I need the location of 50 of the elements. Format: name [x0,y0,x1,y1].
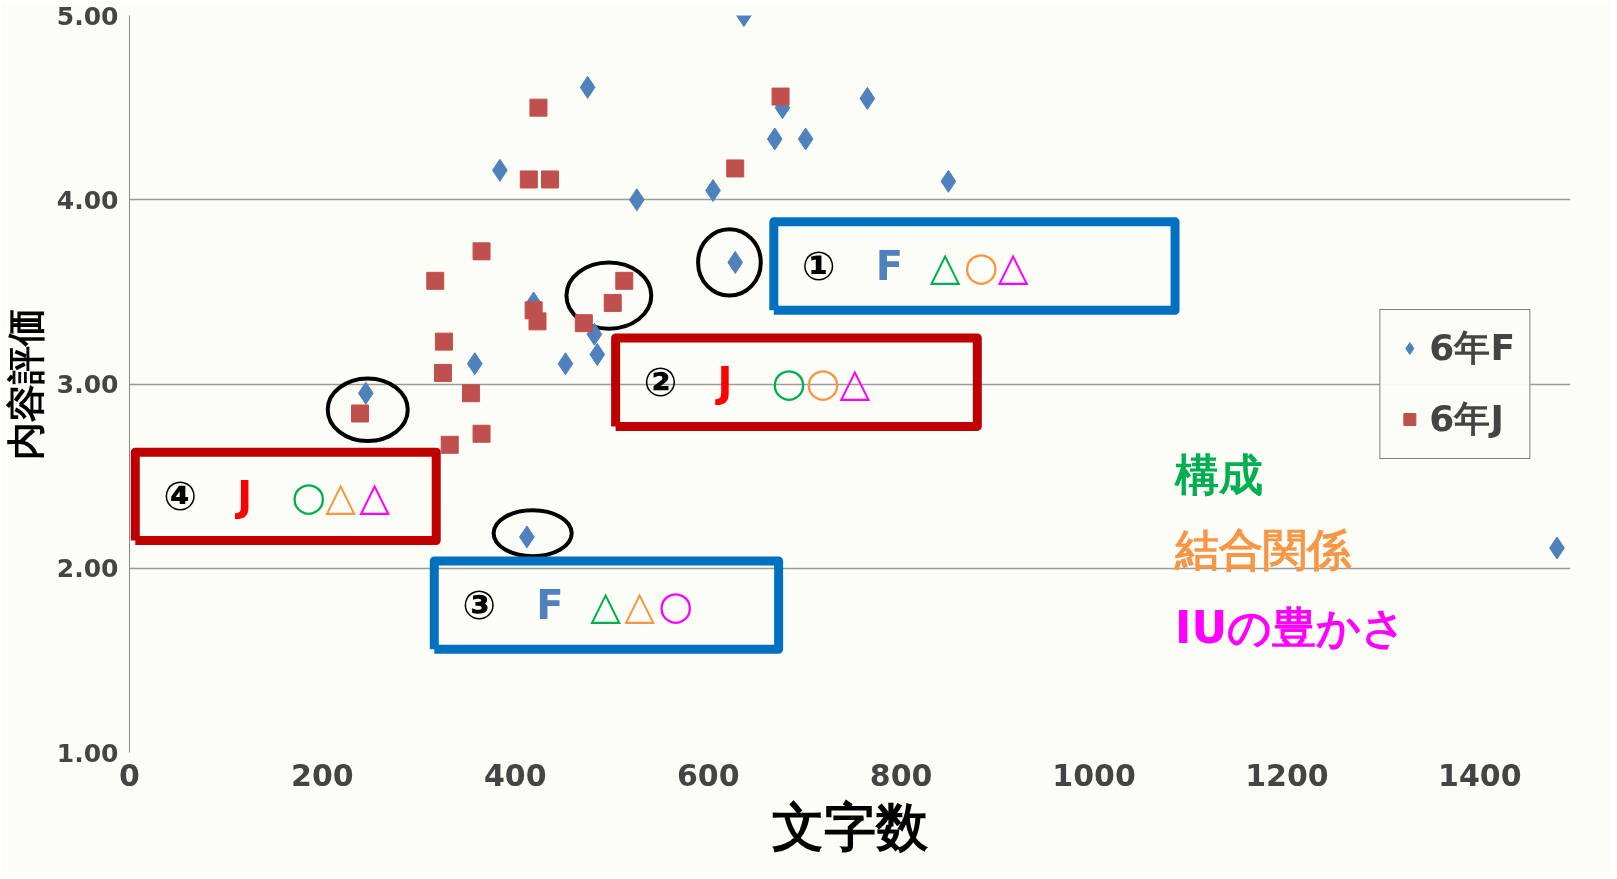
y-tick-label: 1.00 [56,738,119,768]
point [434,332,453,351]
point [771,87,790,106]
point [528,312,547,331]
point [579,75,596,99]
y-tick-label: 4.00 [56,185,119,215]
point [541,170,560,189]
x-tick-label: 1400 [1438,757,1522,793]
point [466,352,483,376]
y-tick-label: 2.00 [56,554,119,584]
point [766,127,783,151]
point [603,293,622,312]
point [529,98,548,117]
point [461,384,480,403]
x-axis-title: 文字数 [772,796,929,857]
point [472,424,491,443]
x-tick-label: 600 [676,757,740,793]
point [557,352,574,376]
point [351,404,370,423]
point [519,170,538,189]
point [726,159,745,178]
x-tick-label: 800 [869,757,933,793]
x-tick-label: 0 [119,757,140,793]
annotation: ① F △○△ [801,243,1029,290]
x-tick-label: 1200 [1245,757,1329,793]
y-tick-label: 3.00 [56,370,119,399]
x-tick-label: 200 [291,757,354,793]
x-tick-label: 1000 [1052,757,1136,793]
annotation: IUの豊かさ [1175,601,1407,653]
y-tick-label: 5.00 [56,1,119,31]
annotation: ④ J ○△△ [163,473,391,520]
y-axis-title: 内容評価 [3,308,48,460]
point [357,381,374,405]
point [426,271,445,290]
annotation: ③ F △△○ [462,582,694,629]
point [586,322,603,346]
point [574,314,593,333]
point [589,343,606,367]
legend-label: 6年F [1429,325,1515,370]
point [940,169,957,193]
annotation: 結合関係 [1173,524,1353,576]
x-tick-label: 400 [484,757,547,793]
point [433,363,452,382]
point [440,435,459,454]
point [859,86,876,110]
point [797,127,814,151]
point [472,242,491,261]
legend-label: 6年J [1429,396,1504,441]
point [615,271,634,290]
annotation: 構成 [1174,448,1264,500]
